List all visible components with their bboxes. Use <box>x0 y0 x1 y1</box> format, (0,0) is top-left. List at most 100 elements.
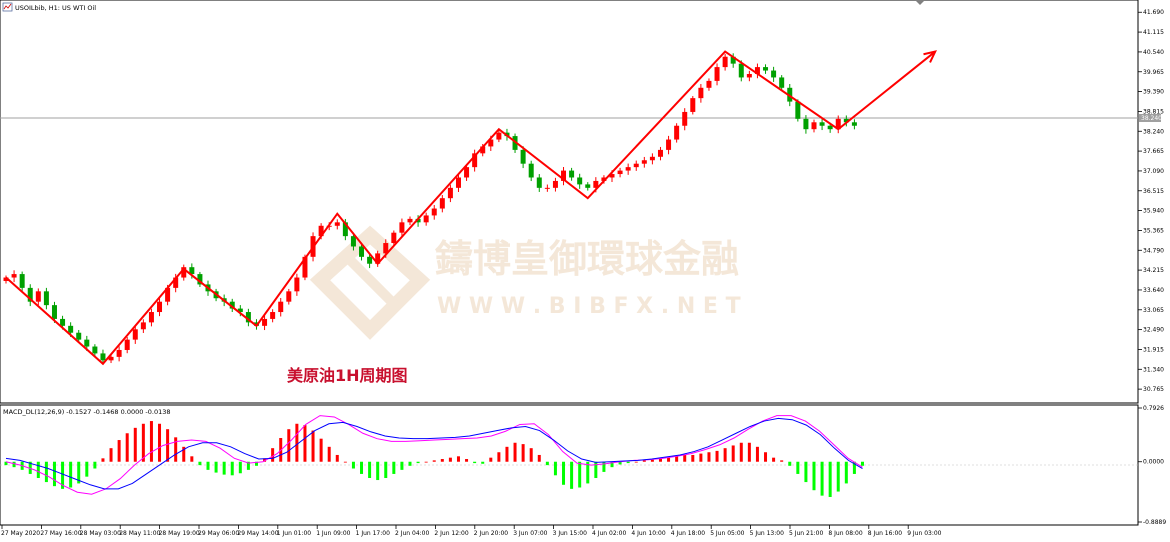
macd-line <box>5 415 863 495</box>
candle-body <box>181 267 187 278</box>
current-price-label: 38.240 <box>1141 115 1162 122</box>
macd-tick-label: 0.0000 <box>1143 459 1164 466</box>
signal-line <box>5 417 863 490</box>
macd-bar <box>351 461 355 469</box>
candle-body <box>544 187 550 189</box>
candle-body <box>165 287 171 302</box>
macd-bar <box>335 454 339 462</box>
price-tick-label: 41.690 <box>1143 9 1164 16</box>
candle-body <box>43 291 49 306</box>
macd-bar <box>52 461 56 487</box>
macd-bar <box>820 461 824 496</box>
candle-body <box>585 184 591 188</box>
macd-axis: 0.7926 0.0000 -0.8889 <box>1138 405 1166 526</box>
macd-bar <box>319 438 323 462</box>
macd-bar <box>174 437 178 462</box>
candle-body <box>383 243 389 254</box>
time-tick-label: 3 Jun 07:00 <box>513 530 547 537</box>
time-tick-label: 8 Jun 08:00 <box>828 530 862 537</box>
macd-bar <box>149 421 153 462</box>
macd-bar <box>812 461 816 491</box>
macd-bar <box>521 444 525 462</box>
candle-body <box>690 98 696 112</box>
macd-bar <box>77 461 81 484</box>
macd-bar <box>271 448 275 462</box>
time-tick-label: 29 May 06:00 <box>198 530 239 537</box>
candle-body <box>148 312 154 323</box>
candle-body <box>253 322 259 326</box>
macd-bar <box>360 461 364 474</box>
candle-body <box>536 177 542 188</box>
candle-body <box>132 329 138 340</box>
macd-bar <box>594 461 598 479</box>
macd-bar <box>93 461 97 469</box>
macd-bar <box>295 423 299 462</box>
macd-bar <box>658 458 662 462</box>
macd-bar <box>246 461 250 470</box>
macd-bar <box>570 461 574 489</box>
macd-bar <box>537 454 541 462</box>
candle-body <box>270 312 276 319</box>
macd-bar <box>327 446 331 462</box>
candle-body <box>779 77 785 88</box>
macd-bar <box>125 433 129 462</box>
candle-body <box>173 277 179 288</box>
arrow-head-icon <box>923 50 937 63</box>
macd-bar <box>12 461 16 468</box>
candle-body <box>552 180 558 188</box>
diamond-logo-icon <box>309 225 431 340</box>
macd-bar <box>731 445 735 462</box>
macd-bar <box>432 460 436 462</box>
zigzag-annotation <box>5 50 937 366</box>
candle-body <box>294 277 300 292</box>
time-tick-label: 5 Jun 13:00 <box>750 530 784 537</box>
macd-bar <box>610 461 614 468</box>
macd-bar <box>723 448 727 462</box>
macd-bar <box>852 461 856 474</box>
macd-bar <box>772 457 776 462</box>
macd-bar <box>642 460 646 462</box>
macd-bar <box>481 461 485 464</box>
candle-body <box>649 156 655 161</box>
candle-body <box>795 101 801 119</box>
chart-window-icon <box>2 2 13 12</box>
macd-bar <box>715 450 719 462</box>
macd-bar <box>376 461 380 481</box>
macd-bar <box>860 461 864 466</box>
candle-body <box>237 308 243 313</box>
watermark-cn: 鑄博皇御環球金融 <box>435 237 739 281</box>
candle-body <box>116 349 122 357</box>
shift-marker-icon[interactable] <box>916 1 924 5</box>
time-tick-label: 28 May 03:00 <box>80 530 121 537</box>
macd-bar <box>368 461 372 479</box>
watermark: 鑄博皇御環球金融 W W W . B I B F X . N E T <box>309 225 741 340</box>
candle-body <box>472 153 478 168</box>
macd-tick-label: -0.8889 <box>1143 519 1166 526</box>
candle-body <box>455 177 461 188</box>
candle-body <box>342 222 348 237</box>
macd-bar <box>828 461 832 497</box>
macd-bar <box>166 429 170 462</box>
candle-body <box>666 139 672 150</box>
candle-body <box>738 63 744 78</box>
candle-body <box>19 274 25 288</box>
price-tick-label: 37.090 <box>1143 168 1164 175</box>
time-tick-label: 1 Jun 17:00 <box>356 530 390 537</box>
candle-body <box>657 149 663 157</box>
macd-bar <box>553 461 557 476</box>
candle-body <box>763 67 769 71</box>
price-tick-label: 34.215 <box>1143 267 1164 274</box>
chart-annotation: 美原油1H周期图 <box>287 366 408 385</box>
macd-bar <box>586 461 590 484</box>
candle-body <box>754 67 760 74</box>
candle-body <box>367 256 373 264</box>
candle-body <box>76 332 82 340</box>
candle-body <box>609 174 615 178</box>
macd-bar <box>238 461 242 474</box>
time-tick-label: 4 Jun 02:00 <box>592 530 626 537</box>
candle-body <box>350 236 356 247</box>
candle-body <box>851 122 857 126</box>
candle-body <box>245 312 251 323</box>
